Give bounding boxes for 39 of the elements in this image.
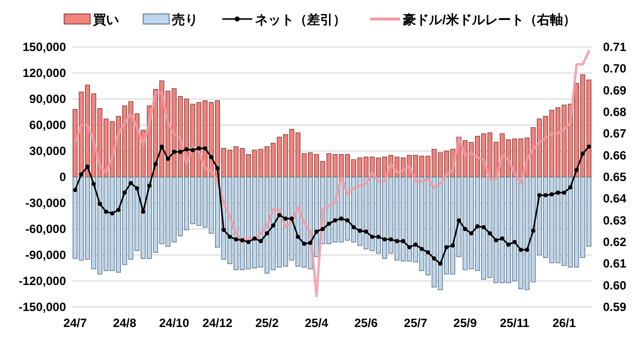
y-tick-label: 0 (59, 170, 66, 184)
x-tick-label: 25/7 (404, 316, 428, 330)
x-tick-label: 25/6 (354, 316, 378, 330)
legend-label: 豪ドル/米ドルレート（右軸） (402, 12, 576, 27)
y2-tick-label: 0.62 (603, 235, 627, 249)
y2-tick-label: 0.68 (603, 105, 627, 119)
y2-tick-label: 0.65 (603, 170, 627, 184)
x-tick-label: 25/9 (453, 316, 478, 330)
x-tick-label: 24/8 (112, 316, 137, 330)
y-tick-label: -90,000 (25, 248, 66, 262)
legend-label: ネット（差引） (255, 12, 346, 27)
x-tick-label: 26/1 (552, 316, 576, 330)
y-tick-label: 120,000 (22, 66, 66, 80)
y2-tick-label: 0.71 (603, 40, 627, 54)
x-tick-label: 24/7 (63, 316, 88, 330)
y2-tick-label: 0.66 (603, 148, 627, 162)
x-tick-label: 24/12 (202, 316, 233, 330)
x-tick-label: 25/4 (304, 316, 329, 330)
y2-tick-label: 0.70 (603, 62, 627, 76)
y-tick-label: 60,000 (29, 118, 66, 132)
y2-tick-label: 0.61 (603, 256, 627, 271)
y2-tick-label: 0.69 (603, 83, 627, 98)
y-tick-label: 150,000 (22, 40, 66, 54)
y-tick-label: 90,000 (29, 92, 66, 106)
x-tick-label: 25/2 (255, 316, 279, 330)
y2-tick-label: 0.63 (603, 213, 627, 228)
legend-label: 買い (92, 12, 120, 27)
y-tick-label: -30,000 (25, 196, 66, 210)
y-tick-label: -150,000 (18, 300, 66, 314)
y2-tick-label: 0.64 (603, 192, 627, 206)
legend-label: 売り (172, 12, 198, 27)
y-tick-label: -60,000 (25, 222, 66, 236)
y-tick-label: -120,000 (18, 274, 66, 288)
x-tick-label: 24/10 (159, 316, 190, 330)
y2-tick-label: 0.67 (603, 126, 627, 141)
x-tick-label: 25/11 (500, 316, 530, 330)
y2-tick-label: 0.60 (603, 278, 627, 292)
y2-tick-label: 0.59 (603, 300, 627, 314)
y-tick-label: 30,000 (29, 144, 66, 158)
